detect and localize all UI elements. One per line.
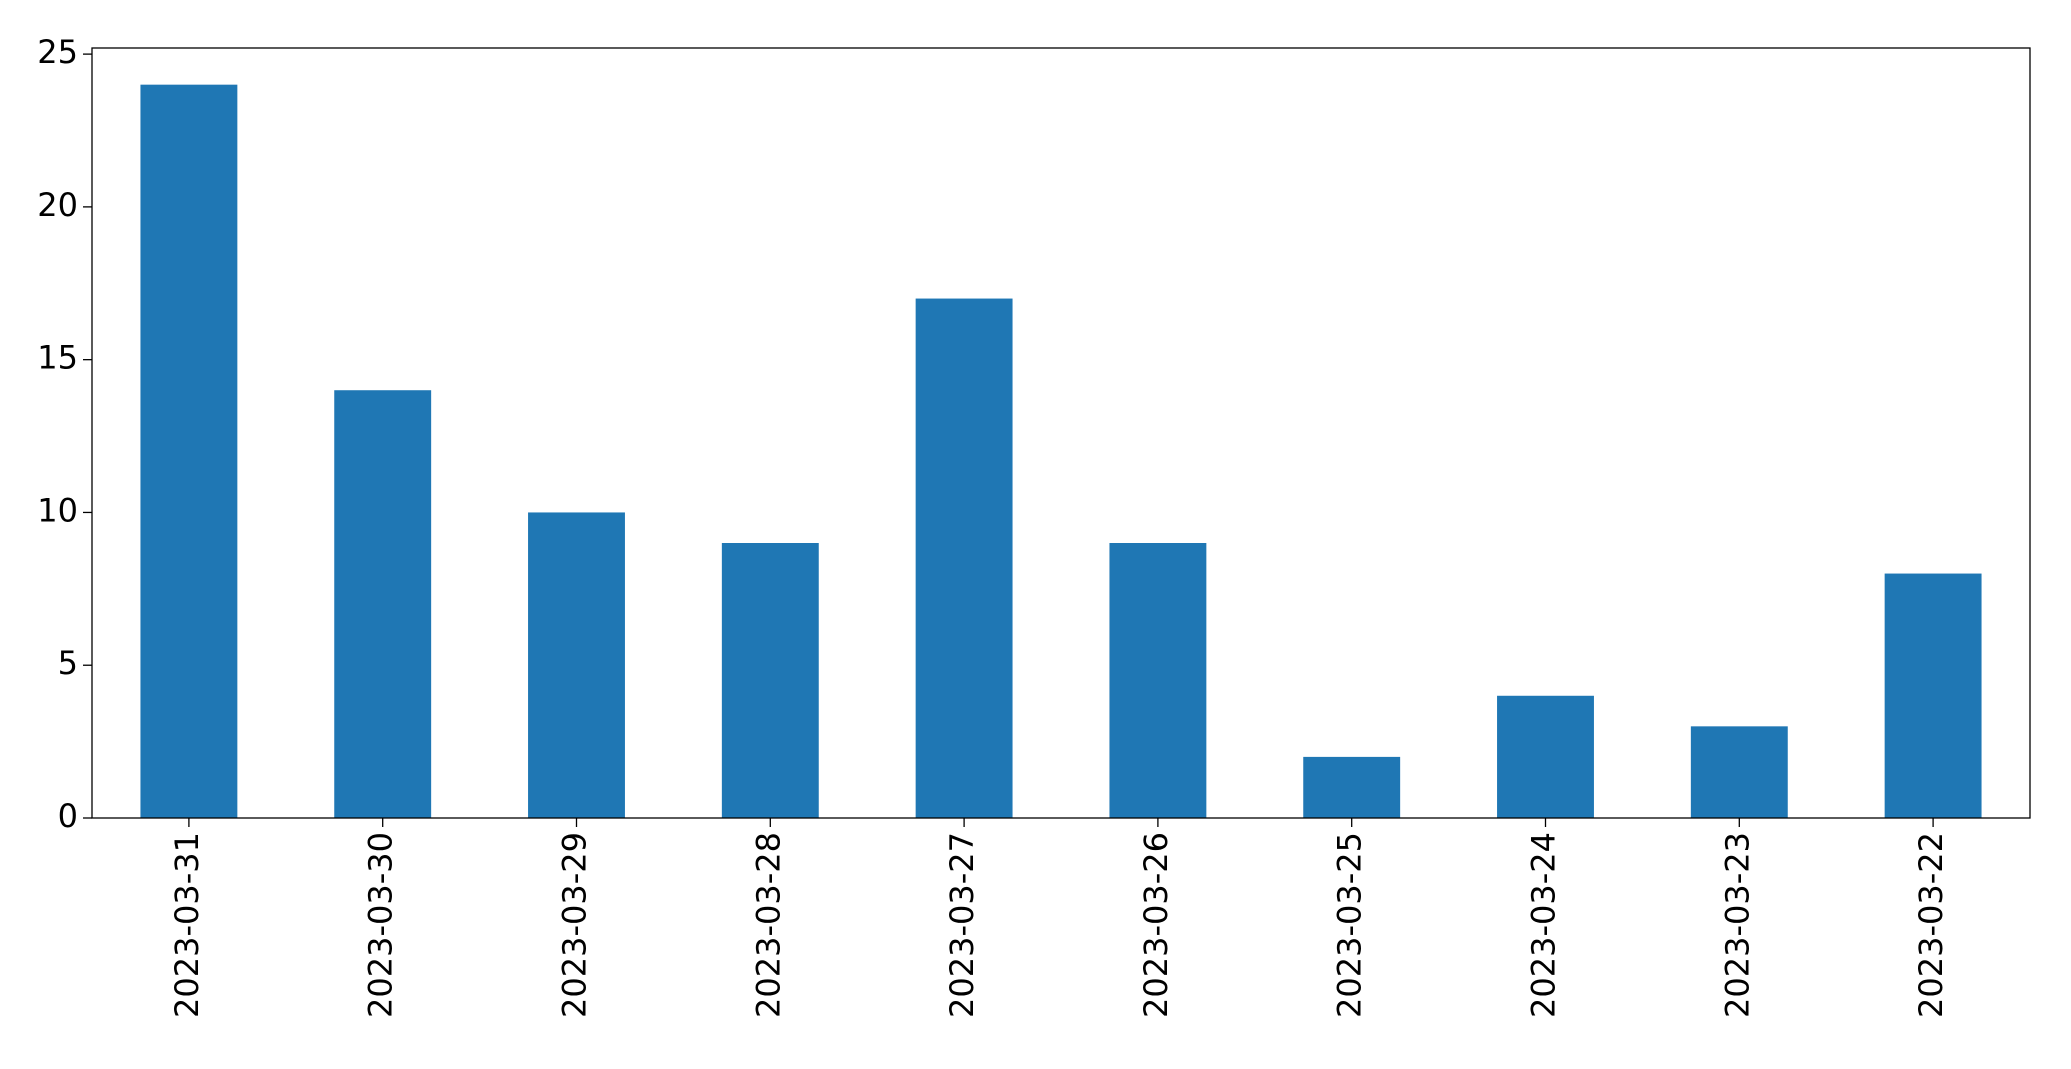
y-tick-label: 20 [37,186,78,224]
x-tick-label: 2023-03-25 [1331,832,1369,1018]
bar [1303,756,1401,818]
bar [334,390,432,818]
bar [140,84,238,818]
x-tick-label: 2023-03-22 [1912,832,1950,1018]
bar [1109,543,1207,818]
x-tick-label: 2023-03-28 [749,832,787,1018]
x-tick-label: 2023-03-26 [1137,832,1175,1018]
y-tick-label: 25 [37,33,78,71]
x-tick-label: 2023-03-23 [1718,832,1756,1018]
y-tick-label: 0 [58,797,78,835]
bar [721,543,819,818]
bar [1497,695,1594,818]
plot-frame [91,47,2031,819]
x-tick-label: 2023-03-31 [168,832,206,1018]
x-tick-label: 2023-03-27 [943,832,981,1018]
y-tick-label: 10 [37,491,78,529]
y-tick-label: 5 [58,644,78,682]
y-tick-label: 15 [37,339,78,377]
bar [915,298,1013,818]
bar [528,512,625,818]
bar [1884,573,1982,818]
x-tick-label: 2023-03-30 [362,832,400,1018]
bar [1690,726,1788,818]
x-tick-label: 2023-03-24 [1525,832,1563,1018]
x-tick-label: 2023-03-29 [556,832,594,1018]
